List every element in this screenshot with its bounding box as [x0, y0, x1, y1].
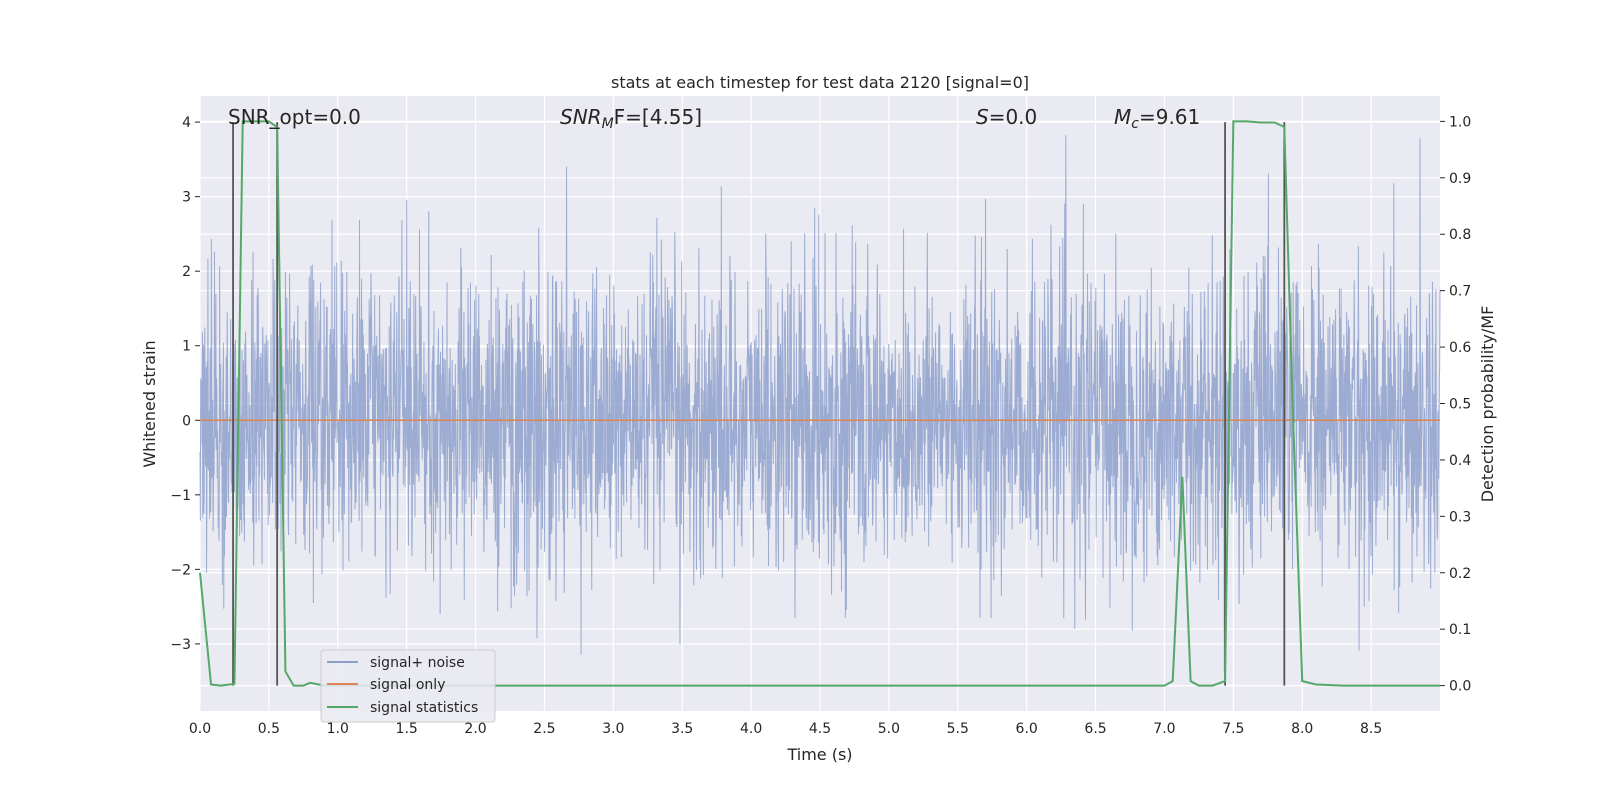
y-tick-label-2: −1 — [170, 488, 191, 504]
annotation-s-label: S — [976, 105, 989, 129]
y-tick-label-0: −3 — [170, 637, 191, 653]
x-tick-label-14: 7.0 — [1153, 721, 1175, 737]
y2-tick-label-1: 0.1 — [1449, 622, 1471, 638]
x-tick-label-15: 7.5 — [1222, 721, 1244, 737]
x-tick-label-16: 8.0 — [1291, 721, 1313, 737]
y-tick-label-6: 3 — [182, 190, 191, 206]
x-tick-label-9: 4.5 — [809, 721, 831, 737]
y2-tick-label-3: 0.3 — [1449, 509, 1471, 525]
legend-label-signal: signal only — [370, 677, 445, 693]
annotation-snr-opt: SNR_opt=0.0 — [228, 105, 361, 129]
vertical-markers — [232, 122, 1286, 686]
y2-axis-ticks: 0.0 0.1 0.2 0.3 0.4 0.5 0.6 0.7 0.8 0.9 1.0 — [1440, 114, 1471, 695]
y-tick-label-4: 1 — [182, 339, 191, 355]
x-tick-label-2: 1.0 — [327, 721, 349, 737]
x-tick-label-7: 3.5 — [671, 721, 693, 737]
x-tick-label-4: 2.0 — [464, 721, 486, 737]
y2-tick-label-6: 0.6 — [1449, 340, 1471, 356]
noise-trace — [199, 135, 1441, 674]
signal-statistics-series — [199, 120, 1440, 687]
annotation-snr-mf-sub: M — [602, 116, 614, 132]
y2-tick-label-4: 0.4 — [1449, 453, 1471, 469]
x-tick-label-11: 5.5 — [947, 721, 969, 737]
y-tick-label-7: 4 — [182, 115, 191, 131]
x-tick-label-1: 0.5 — [258, 721, 280, 737]
legend-label-stats: signal statistics — [370, 700, 478, 716]
y-axis-label: Whitened strain — [140, 340, 159, 467]
x-tick-label-0: 0.0 — [189, 721, 211, 737]
annotation-mc-value: =9.61 — [1139, 105, 1200, 129]
x-tick-label-12: 6.0 — [1016, 721, 1038, 737]
chart-title: stats at each timestep for test data 212… — [611, 73, 1029, 92]
annotation-mc-base: M — [1114, 105, 1131, 129]
legend-box — [320, 649, 496, 723]
y-tick-label-3: 0 — [182, 413, 191, 429]
annotation-snr-mf-rest: F=[4.55] — [614, 105, 702, 129]
x-tick-label-10: 5.0 — [878, 721, 900, 737]
y-tick-label-1: −2 — [170, 562, 191, 578]
annotation-mc: Mc=9.61 — [1114, 105, 1200, 132]
x-tick-label-17: 8.5 — [1360, 721, 1382, 737]
legend: signal+ noise signal only signal statist… — [320, 649, 496, 723]
y2-tick-label-0: 0.0 — [1449, 679, 1471, 695]
y2-tick-label-7: 0.7 — [1449, 284, 1471, 300]
y2-tick-label-2: 0.2 — [1449, 566, 1471, 582]
signal-statistics-line — [199, 120, 1440, 687]
annotation-mc-sub: c — [1131, 116, 1139, 132]
y2-tick-label-8: 0.8 — [1449, 227, 1471, 243]
x-tick-label-3: 1.5 — [396, 721, 418, 737]
annotation-snr-mf: SNRMF=[4.55] — [560, 105, 702, 132]
x-tick-label-5: 2.5 — [533, 721, 555, 737]
x-tick-label-6: 3.0 — [602, 721, 624, 737]
x-tick-label-13: 6.5 — [1084, 721, 1106, 737]
y2-tick-label-5: 0.5 — [1449, 397, 1471, 413]
annotation-s: S=0.0 — [976, 105, 1037, 129]
legend-label-noise: signal+ noise — [370, 655, 465, 671]
x-tick-label-8: 4.0 — [740, 721, 762, 737]
x-axis-ticks: 0.0 0.5 1.0 1.5 2.0 2.5 3.0 3.5 4.0 4.5 5.0 5.5 6.0 6… — [189, 721, 1382, 737]
annotation-snr-mf-base: SNR — [560, 105, 602, 129]
y2-tick-label-9: 0.9 — [1449, 171, 1471, 187]
y-axis-ticks: −3 −2 −1 0 1 2 3 4 — [170, 115, 200, 653]
y2-tick-label-10: 1.0 — [1449, 114, 1471, 130]
y2-axis-label: Detection probability/MF — [1478, 306, 1497, 503]
annotation-s-value: =0.0 — [989, 105, 1038, 129]
signal-plus-noise-series — [199, 135, 1441, 674]
y-tick-label-5: 2 — [182, 264, 191, 280]
x-axis-label: Time (s) — [786, 745, 852, 764]
